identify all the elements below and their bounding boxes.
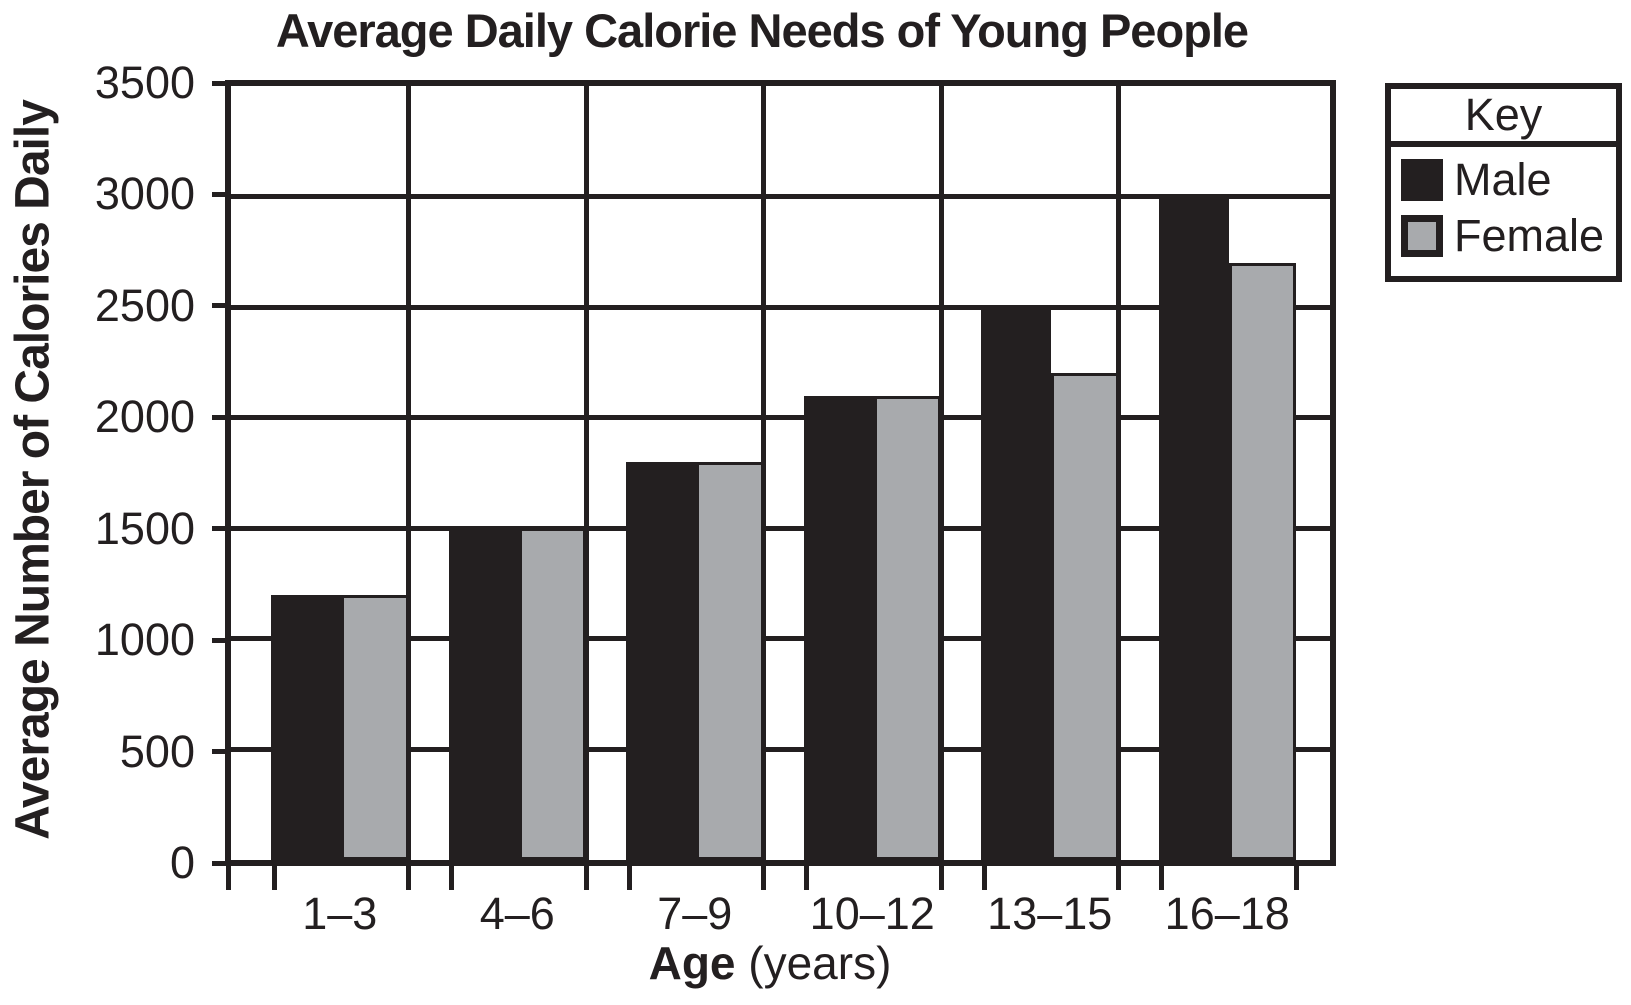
x-axis-label-bold: Age — [648, 937, 736, 989]
gridline-horizontal — [231, 194, 1330, 200]
y-tick-label: 1500 — [94, 502, 195, 554]
x-tick-mark — [406, 866, 411, 890]
y-tick-label: 1000 — [94, 614, 195, 666]
gridline-vertical — [938, 86, 944, 860]
legend-swatch-male — [1401, 159, 1443, 201]
gridline-horizontal — [231, 746, 1330, 752]
y-tick-mark — [212, 526, 226, 532]
y-tick-label: 2000 — [94, 391, 195, 443]
x-category-label: 16–18 — [1164, 888, 1290, 939]
bar-female — [1228, 262, 1296, 860]
x-tick-mark — [761, 866, 766, 890]
gridline-horizontal — [231, 304, 1330, 310]
x-category-label: 7–9 — [657, 888, 733, 939]
gridline-vertical — [583, 86, 589, 860]
gridline-vertical — [1116, 86, 1121, 860]
gridline-vertical — [761, 86, 766, 860]
bar-male — [626, 461, 696, 860]
x-category-label: 10–12 — [809, 888, 935, 939]
x-tick-mark — [271, 866, 277, 890]
legend-item: Male — [1401, 154, 1616, 205]
bar-female — [1051, 373, 1119, 860]
gridline-vertical — [406, 86, 411, 860]
plot-area — [225, 80, 1336, 866]
y-tick-mark — [212, 80, 226, 86]
x-tick-mark — [225, 866, 231, 890]
x-category-label: 4–6 — [479, 888, 555, 939]
legend-swatch-female — [1401, 215, 1443, 257]
x-tick-mark — [981, 866, 987, 890]
legend-items: Male Female — [1391, 154, 1616, 261]
legend-item: Female — [1401, 210, 1616, 261]
y-tick-label: 3500 — [94, 57, 195, 108]
legend-title: Key — [1391, 89, 1616, 147]
y-tick-mark — [212, 303, 226, 309]
y-tick-label: 2500 — [94, 279, 195, 331]
x-category-label: 1–3 — [302, 888, 378, 939]
x-tick-mark — [626, 866, 632, 890]
bar-female — [518, 528, 586, 860]
y-tick-mark — [212, 191, 226, 197]
x-axis-label: Age (years) — [649, 936, 892, 990]
gridline-horizontal — [231, 525, 1330, 531]
bar-female — [341, 594, 409, 860]
x-axis-label-units: (years) — [735, 937, 892, 989]
x-tick-mark — [804, 866, 809, 890]
x-tick-mark — [1293, 866, 1299, 890]
gridline-horizontal — [231, 636, 1330, 642]
legend-label: Male — [1454, 154, 1552, 205]
x-tick-mark — [583, 866, 589, 890]
x-category-label: 13–15 — [987, 888, 1113, 939]
y-tick-mark — [212, 860, 226, 866]
bar-male — [271, 594, 341, 860]
y-tick-label: 3000 — [94, 168, 195, 220]
bar-male — [1158, 196, 1229, 860]
bar-male — [448, 528, 519, 860]
y-tick-label: 500 — [119, 725, 195, 777]
bar-female — [696, 461, 764, 860]
y-tick-mark — [212, 637, 226, 643]
chart-title: Average Daily Calorie Needs of Young Peo… — [275, 4, 1249, 57]
y-tick-mark — [212, 749, 226, 755]
x-tick-mark — [449, 866, 454, 890]
x-tick-mark — [938, 866, 944, 890]
bar-female — [873, 395, 941, 860]
y-tick-label: 0 — [169, 837, 195, 888]
x-tick-mark — [1159, 866, 1164, 890]
gridline-horizontal — [231, 415, 1330, 421]
y-tick-mark — [212, 414, 226, 420]
legend-label: Female — [1454, 210, 1605, 261]
x-tick-mark — [1116, 866, 1121, 890]
bar-male — [803, 395, 874, 860]
legend: Key Male Female — [1385, 83, 1622, 282]
bar-male — [981, 307, 1051, 860]
